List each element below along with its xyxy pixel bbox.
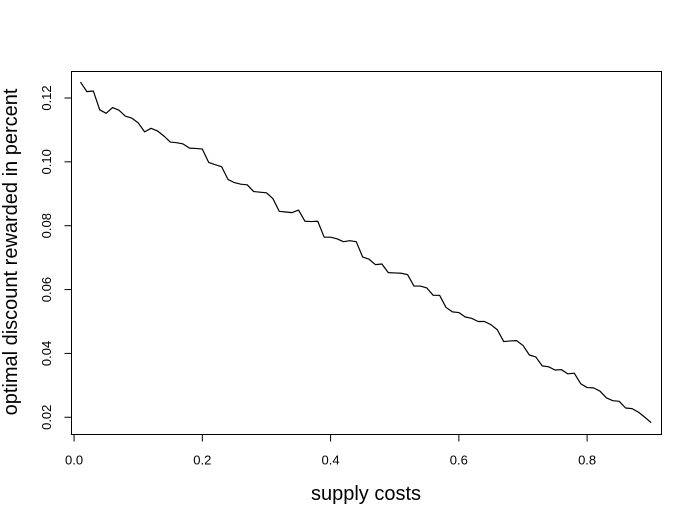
y-tick-label: 0.04 [39,341,54,366]
y-tick-label: 0.12 [39,85,54,110]
x-tick-label: 0.4 [322,453,340,468]
y-tick-label: 0.06 [39,277,54,302]
x-tick-label: 0.0 [65,453,83,468]
x-tick-label: 0.6 [450,453,468,468]
y-axis: 0.02 0.04 0.06 0.08 0.10 0.12 [39,85,72,430]
x-axis-label: supply costs [311,483,421,505]
y-tick-label: 0.10 [39,149,54,174]
plot-frame [71,71,662,435]
x-axis: 0.0 0.2 0.4 0.6 0.8 [65,434,596,468]
y-tick-label: 0.08 [39,213,54,238]
y-axis-label: optimal discount rewarded in percent [0,88,22,415]
y-tick-label: 0.02 [39,405,54,430]
series-layer [79,81,652,424]
series-line [79,81,652,424]
x-tick-label: 0.2 [193,453,211,468]
x-tick-label: 0.8 [578,453,596,468]
